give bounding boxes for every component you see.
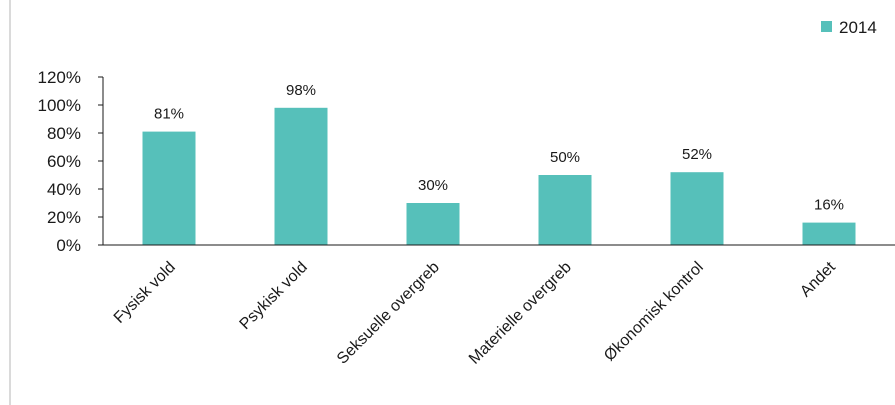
y-tick-label: 60% [47,152,81,171]
x-axis: Fysisk vold Psykisk vold Seksuelle overgre… [103,244,895,368]
data-label: 52% [682,146,712,163]
bar [406,203,460,245]
x-tick-label: Seksuelle overgreb [334,259,443,368]
y-axis: 0% 20% 40% 60% 80% 100% 120% [38,68,104,255]
x-tick-label: Økonomisk kontrol [601,259,707,365]
legend: 2014 [821,18,877,37]
bar [802,222,856,245]
y-tick-label: 80% [47,124,81,143]
bar [142,131,196,245]
bar [670,172,724,245]
data-label: 50% [550,149,580,166]
data-label: 98% [286,82,316,99]
x-tick-label: Psykisk vold [237,259,311,333]
y-tick-label: 20% [47,208,81,227]
data-label: 16% [814,197,844,214]
x-tick-label: Materielle overgreb [466,259,575,368]
data-labels: 81% 98% 30% 50% 52% 16% [154,82,844,214]
data-label: 30% [418,177,448,194]
bar [538,175,592,245]
bar [274,107,328,245]
x-tick-label: Fysisk vold [111,259,179,327]
legend-label-2014: 2014 [839,18,877,37]
x-tick-label: Andet [797,258,839,300]
bars [142,107,856,245]
data-label: 81% [154,106,184,123]
y-tick-label: 40% [47,180,81,199]
legend-swatch [821,21,832,32]
y-tick-label: 100% [38,96,81,115]
y-tick-label: 0% [56,236,81,255]
y-tick-label: 120% [38,68,81,87]
